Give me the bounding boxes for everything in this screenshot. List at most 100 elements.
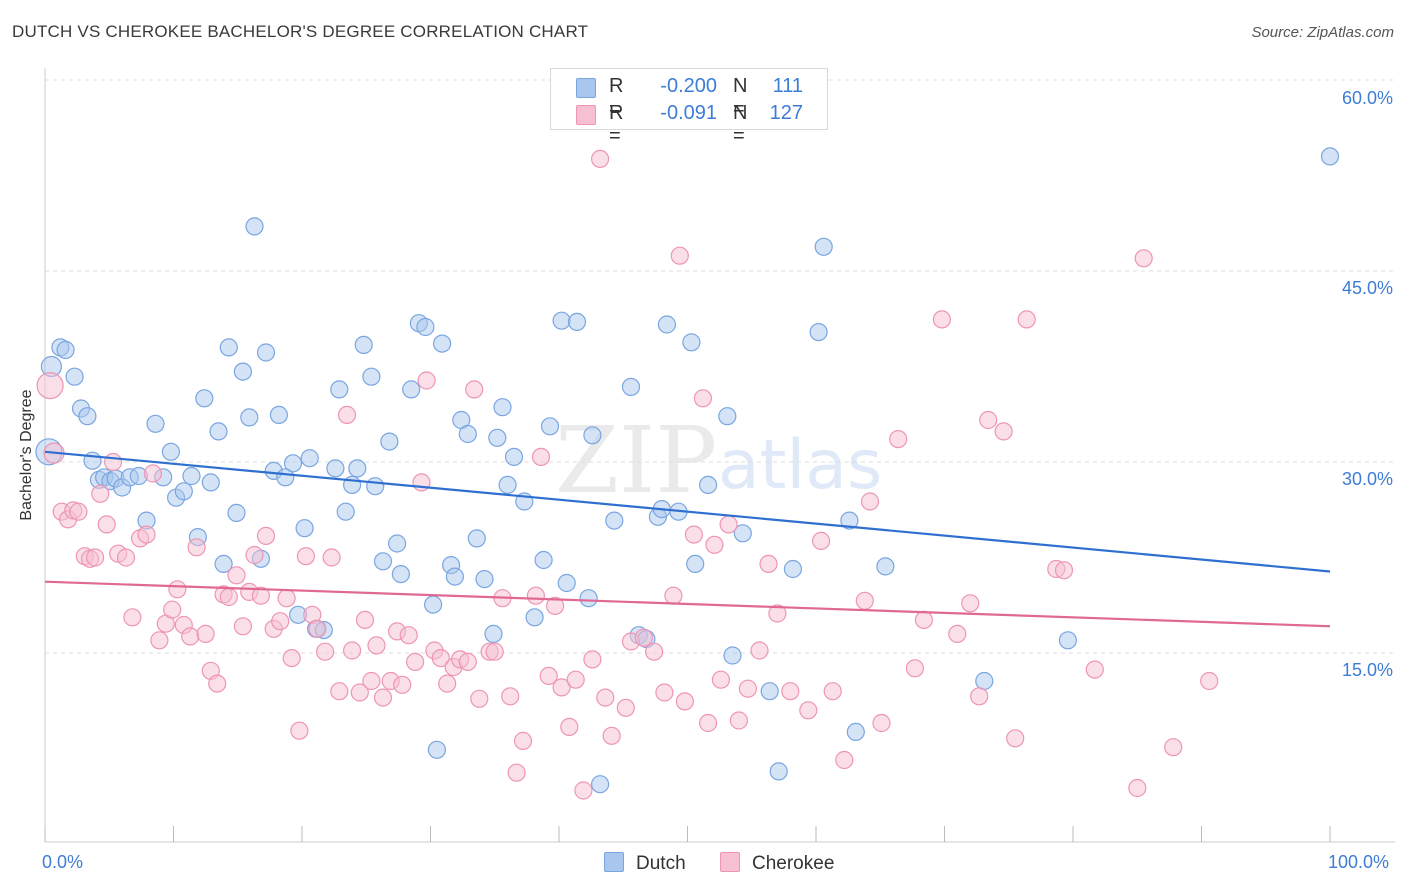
cherokee-point xyxy=(406,652,425,672)
cherokee-point xyxy=(290,721,309,740)
dutch-point xyxy=(195,389,214,408)
cherokee-point xyxy=(251,586,270,605)
dutch-point xyxy=(769,762,788,781)
cherokee-point xyxy=(684,525,704,544)
cherokee-point xyxy=(634,628,653,647)
dutch-point xyxy=(269,405,288,424)
dutch-point xyxy=(760,682,779,701)
cherokee-point xyxy=(872,713,891,733)
dutch-r-label: R = xyxy=(609,75,624,120)
dutch-point xyxy=(283,454,303,473)
dutch-point xyxy=(504,447,524,466)
cherokee-point xyxy=(97,515,116,534)
cherokee-point xyxy=(91,484,110,503)
dutch-point xyxy=(388,534,407,553)
cherokee-point xyxy=(560,717,579,737)
dutch-legend-swatch xyxy=(604,852,624,872)
cherokee-point xyxy=(355,610,375,630)
cherokee-point xyxy=(163,600,182,619)
dutch-point xyxy=(583,426,602,445)
cherokee-point xyxy=(1017,310,1036,329)
dutch-point xyxy=(300,449,319,468)
dutch-point xyxy=(174,482,193,501)
dutch-n-value: 111 xyxy=(772,75,803,97)
cherokee-point xyxy=(889,430,908,449)
cherokee-point xyxy=(465,380,484,399)
cherokee-point xyxy=(116,548,136,567)
cherokee-legend-swatch xyxy=(720,852,740,872)
y-tick-label-15: 15.0% xyxy=(1341,660,1393,680)
cherokee-point xyxy=(552,678,571,697)
dutch-point xyxy=(219,338,238,357)
cherokee-point xyxy=(1085,660,1104,679)
cherokee-point xyxy=(835,750,854,770)
cherokee-point xyxy=(316,642,335,661)
source-label: Source: ZipAtlas.com xyxy=(1251,24,1394,41)
dutch-point xyxy=(56,340,75,359)
cherokee-point xyxy=(208,674,227,693)
dutch-point xyxy=(146,414,165,433)
dutch-point xyxy=(534,550,553,570)
dutch-point xyxy=(493,398,512,417)
cherokee-point xyxy=(485,642,504,661)
dutch-point xyxy=(458,424,477,444)
dutch-point xyxy=(348,459,367,478)
dutch-point xyxy=(295,519,314,538)
cherokee-point xyxy=(711,670,731,689)
dutch-trendline xyxy=(44,450,1331,573)
cherokee-swatch xyxy=(576,105,596,125)
cherokee-point xyxy=(961,594,980,613)
cherokee-point xyxy=(855,591,874,610)
cherokee-legend-label: Cherokee xyxy=(752,853,835,874)
cherokee-point xyxy=(644,642,664,661)
cherokee-point xyxy=(616,698,635,717)
cherokee-point xyxy=(399,626,418,645)
cherokee-point xyxy=(914,610,934,630)
dutch-point xyxy=(579,589,598,608)
dutch-point xyxy=(402,380,421,399)
cherokee-point xyxy=(948,624,967,644)
dutch-r-value: -0.200 xyxy=(660,75,717,97)
cherokee-r-value: -0.091 xyxy=(660,102,717,124)
chart-title: DUTCH VS CHEROKEE BACHELOR'S DEGREE CORR… xyxy=(12,22,589,41)
cherokee-point xyxy=(367,636,386,655)
dutch-point xyxy=(657,315,677,334)
cherokee-point xyxy=(233,617,252,636)
x-tick-label-min: 0.0% xyxy=(42,852,84,872)
legend-item-dutch: Dutch xyxy=(604,852,686,875)
dutch-point xyxy=(362,367,381,386)
dutch-point xyxy=(552,311,571,330)
dutch-point xyxy=(1058,631,1078,650)
dutch-point xyxy=(433,334,452,353)
dutch-point xyxy=(698,475,718,494)
cherokee-point xyxy=(373,688,393,707)
cherokee-point xyxy=(799,701,818,720)
dutch-series xyxy=(35,147,1340,794)
cherokee-point xyxy=(362,671,381,691)
dutch-legend-label: Dutch xyxy=(636,853,686,874)
dutch-point xyxy=(475,569,494,589)
dutch-point xyxy=(424,595,443,614)
legend-item-cherokee: Cherokee xyxy=(720,852,834,875)
cherokee-point xyxy=(574,781,593,800)
cherokee-point xyxy=(330,682,349,701)
cherokee-point xyxy=(256,526,276,546)
dutch-point xyxy=(621,377,641,396)
cherokee-point xyxy=(181,627,200,646)
cherokee-point xyxy=(282,648,301,668)
cherokee-point xyxy=(566,670,585,689)
dutch-point xyxy=(336,502,355,521)
dutch-point xyxy=(245,217,264,236)
cherokee-point xyxy=(719,515,738,534)
dutch-point xyxy=(846,722,865,742)
cherokee-point xyxy=(768,604,787,623)
dutch-point xyxy=(467,529,486,548)
cherokee-point xyxy=(1054,561,1074,580)
cherokee-point xyxy=(539,666,558,686)
y-tick-label-60: 60.0% xyxy=(1341,88,1393,108)
cherokee-point xyxy=(705,535,724,554)
cherokee-point xyxy=(664,586,683,605)
dutch-point xyxy=(240,408,259,427)
cherokee-point xyxy=(168,580,187,599)
